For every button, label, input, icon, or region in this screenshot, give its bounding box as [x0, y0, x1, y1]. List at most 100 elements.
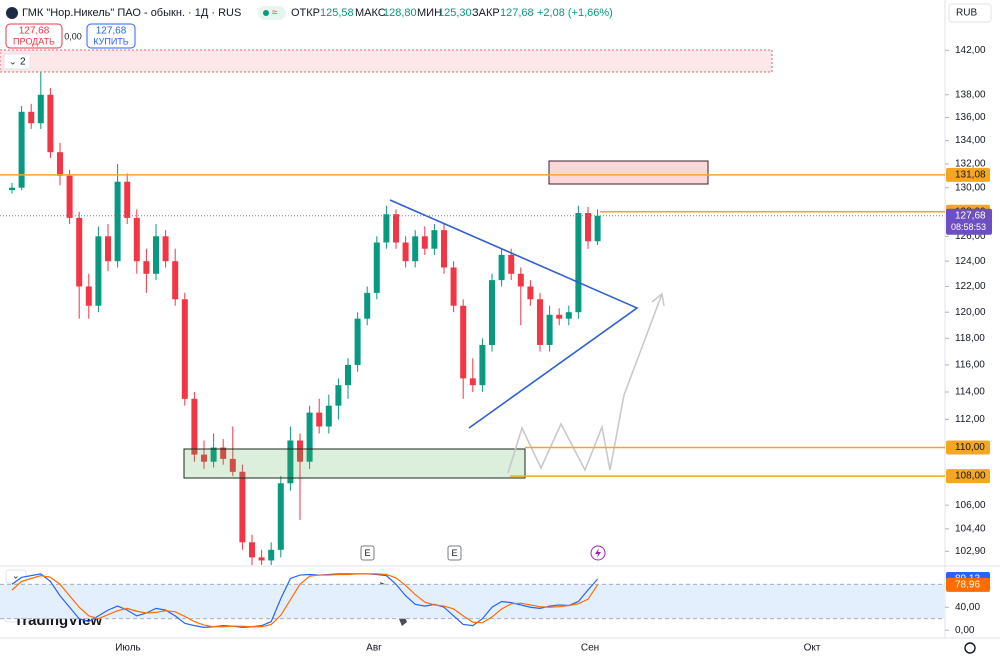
projection-path[interactable] — [507, 293, 663, 474]
candle-body — [18, 111, 25, 188]
event-label: E — [451, 548, 457, 558]
candle-body — [124, 181, 131, 218]
y-tick-label: 112,00 — [955, 414, 985, 425]
candle-body — [220, 447, 227, 459]
oscillator-tag — [946, 577, 990, 592]
candle-body — [421, 236, 428, 249]
candle-body — [594, 215, 601, 242]
y-tick-label: 106,00 — [955, 500, 986, 511]
high-value: 128,80 — [383, 7, 417, 19]
buy-price: 127,68 — [96, 26, 127, 37]
candle-body — [393, 214, 399, 243]
candle-body — [469, 378, 476, 386]
candle-body — [335, 385, 342, 406]
candle-body — [287, 440, 294, 484]
layers-count: 2 — [20, 57, 26, 68]
status-icon: ≈ — [272, 8, 278, 19]
candle-body — [277, 483, 284, 550]
projection-arrowhead — [651, 292, 665, 307]
close-label: ЗАКР — [472, 7, 500, 19]
candle-body — [268, 549, 275, 561]
oscillator-band — [0, 584, 945, 619]
y-tick-label: 136,00 — [955, 112, 986, 123]
countdown: 08:58:53 — [951, 222, 986, 232]
x-tick-label: Авг — [366, 643, 382, 654]
candle-body — [249, 542, 255, 558]
sell-button[interactable] — [5, 23, 63, 49]
high-label: МАКС — [355, 7, 386, 19]
candle-body — [546, 314, 553, 345]
candle-body — [9, 187, 15, 191]
y-tick-label: 134,00 — [955, 135, 986, 146]
y-tick-label: 126,00 — [955, 231, 986, 242]
candle-body — [76, 217, 83, 287]
currency-button[interactable] — [948, 3, 992, 23]
candle-body — [172, 261, 179, 300]
candle-body — [556, 314, 563, 319]
candle-body — [364, 292, 371, 319]
candle-body — [325, 405, 332, 427]
last-price-label: 127,68 — [955, 210, 986, 221]
y-tick-label: 104,40 — [955, 523, 986, 534]
candle-body — [239, 471, 246, 543]
candle-body — [258, 557, 265, 561]
y-tick-label: 40,00 — [955, 602, 980, 613]
candle-body — [479, 344, 486, 386]
y-tick-label: 102,90 — [955, 546, 986, 557]
candle-body — [537, 299, 543, 345]
candle-body — [153, 236, 159, 274]
low-label: МИН — [417, 7, 442, 19]
currency-label: RUB — [956, 8, 977, 19]
sell-price: 127,68 — [19, 26, 50, 37]
candle-body — [585, 213, 591, 242]
candle-body — [373, 242, 380, 293]
triangle-pattern[interactable] — [389, 199, 639, 429]
event-marker[interactable] — [447, 545, 462, 561]
candle-body — [354, 318, 361, 365]
price-line-label: 108,00 — [955, 471, 986, 482]
settings-button[interactable] — [964, 642, 976, 654]
x-tick-label: Июль — [115, 643, 141, 654]
candle-body — [431, 230, 438, 249]
y-tick-label: 130,00 — [955, 182, 986, 193]
candle-body — [85, 286, 92, 306]
drawings — [0, 49, 773, 479]
target-zone[interactable] — [548, 160, 709, 185]
layers-toggle[interactable] — [3, 53, 31, 70]
candle-body — [517, 273, 524, 287]
candle-body — [412, 236, 419, 262]
change-value: +2,08 (+1,66%) — [537, 7, 613, 19]
status-pill[interactable] — [258, 6, 286, 20]
price-line-tag — [946, 469, 990, 484]
x-tick-label: Сен — [581, 643, 599, 654]
y-tick-label: 118,00 — [955, 333, 985, 344]
candle-body — [229, 458, 236, 472]
symbol-logo — [6, 7, 18, 19]
x-tick-label: Окт — [804, 643, 821, 654]
candle-body — [316, 412, 323, 427]
candle-body — [133, 217, 140, 262]
dividend-icon — [595, 548, 601, 558]
resistance-zone[interactable] — [0, 49, 773, 73]
y-tick-label: 122,00 — [955, 281, 986, 292]
symbol-title[interactable]: ГМК "Нор.Никель" ПАО - обыкн. · 1Д · RUS — [22, 7, 241, 19]
pane-chevron: ⌄ — [12, 570, 20, 580]
buy-button[interactable] — [86, 23, 136, 49]
candle-body — [37, 94, 44, 124]
support-zone[interactable] — [183, 448, 526, 479]
open-value: 125,58 — [320, 7, 354, 19]
candle-body — [181, 299, 188, 399]
candle-body — [95, 236, 102, 306]
open-label: ОТКР — [291, 7, 320, 19]
candle-body — [47, 94, 54, 153]
event-marker[interactable] — [360, 545, 375, 561]
y-tick-label: 124,00 — [955, 256, 986, 267]
candles — [9, 72, 601, 565]
candle-body — [383, 214, 390, 243]
y-tick-label: 116,00 — [955, 360, 985, 371]
oscillator-value-label: 78,96 — [955, 579, 980, 590]
buy-label: КУПИТЬ — [93, 36, 128, 46]
oscillator-line — [11, 573, 599, 628]
candle-body — [66, 175, 73, 218]
